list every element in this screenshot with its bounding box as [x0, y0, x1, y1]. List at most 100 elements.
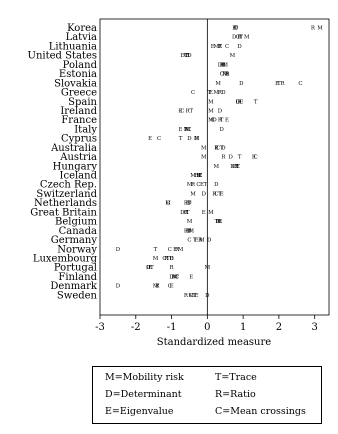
- data-point-m: M: [208, 118, 214, 124]
- data-point-d: D: [187, 136, 192, 142]
- data-point-e: E: [238, 35, 242, 41]
- x-tick-label: -1: [167, 322, 177, 333]
- data-point-c: C: [146, 265, 150, 271]
- data-point-r: R: [171, 274, 176, 280]
- data-point-d: D: [232, 35, 237, 41]
- data-point-r: R: [212, 191, 217, 197]
- data-point-m: M: [172, 274, 178, 280]
- country-label: Finland: [58, 272, 97, 283]
- country-label: Sweden: [57, 290, 98, 301]
- legend-item-trace: T=Trace: [215, 372, 257, 383]
- country-label: Belgium: [55, 217, 98, 228]
- data-point-r: R: [218, 44, 223, 50]
- data-point-r: R: [225, 72, 230, 78]
- data-point-t: T: [175, 274, 179, 280]
- data-point-c: C: [220, 72, 224, 78]
- data-point-r: R: [238, 99, 243, 105]
- data-point-c: C: [168, 247, 172, 253]
- data-point-e: E: [239, 99, 243, 105]
- x-tick-label: -3: [95, 322, 105, 333]
- data-point-c: C: [168, 284, 172, 290]
- data-point-r: R: [214, 145, 219, 151]
- data-point-e: E: [170, 284, 174, 290]
- data-point-t: T: [238, 155, 242, 161]
- data-point-e: E: [220, 191, 224, 197]
- data-point-t: T: [254, 99, 258, 105]
- data-point-d: D: [187, 201, 192, 207]
- country-label: Great Britain: [30, 207, 97, 218]
- data-point-r: R: [221, 155, 226, 161]
- data-point-t: T: [198, 173, 202, 179]
- data-point-e: E: [218, 219, 222, 225]
- plot-frame: [99, 18, 330, 316]
- data-point-c: C: [218, 219, 222, 225]
- data-point-e: E: [179, 108, 183, 114]
- data-point-c: C: [234, 26, 238, 32]
- data-point-m: M: [199, 238, 205, 244]
- data-point-d: D: [202, 191, 207, 197]
- data-point-c: C: [211, 118, 215, 124]
- data-point-r: R: [186, 108, 191, 114]
- data-point-m: M: [208, 210, 214, 216]
- data-point-c: C: [184, 53, 188, 59]
- data-point-m: M: [194, 136, 200, 142]
- data-point-d: D: [218, 62, 223, 68]
- data-point-m: M: [190, 191, 196, 197]
- country-label: Lithuania: [49, 41, 97, 52]
- country-label: Spain: [68, 97, 97, 108]
- country-label: Germany: [51, 235, 98, 246]
- country-label: Korea: [67, 23, 97, 34]
- legend-item-eigenvalue: E=Eigenvalue: [105, 406, 174, 417]
- data-point-d: D: [216, 219, 221, 225]
- data-point-c: C: [166, 201, 170, 207]
- data-point-r: R: [195, 136, 200, 142]
- country-label: Italy: [74, 124, 97, 135]
- data-point-c: C: [225, 44, 229, 50]
- data-point-t: T: [186, 210, 190, 216]
- data-point-m: M: [153, 256, 159, 262]
- data-point-d: D: [196, 173, 201, 179]
- data-point-t: T: [214, 219, 218, 225]
- data-point-e: E: [209, 90, 213, 96]
- data-point-c: C: [184, 210, 188, 216]
- data-point-e: E: [170, 256, 174, 262]
- data-point-d: D: [187, 53, 192, 59]
- data-point-e: E: [148, 136, 152, 142]
- x-tick-label: 2: [276, 322, 282, 333]
- data-point-t: T: [240, 35, 244, 41]
- x-tick-label: -2: [131, 322, 141, 333]
- data-point-r: R: [170, 265, 175, 271]
- data-point-m: M: [188, 228, 194, 234]
- country-label: Norway: [57, 244, 97, 255]
- country-label: Iceland: [60, 171, 98, 182]
- country-label: Canada: [59, 226, 97, 237]
- country-label: Estonia: [59, 69, 97, 80]
- data-point-d: D: [180, 210, 185, 216]
- data-point-r: R: [164, 256, 169, 262]
- data-point-e: E: [180, 53, 184, 59]
- data-point-d: D: [228, 155, 233, 161]
- data-point-m: M: [215, 81, 221, 87]
- data-point-t: T: [193, 293, 197, 299]
- data-point-e: E: [189, 274, 193, 280]
- x-axis-label: Standardized measure: [157, 337, 271, 348]
- data-point-t: T: [150, 265, 154, 271]
- data-point-r: R: [311, 26, 316, 32]
- data-point-m: M: [165, 201, 171, 207]
- data-point-e: E: [232, 26, 236, 32]
- data-point-t: T: [277, 81, 281, 87]
- data-point-r: R: [191, 182, 196, 188]
- data-point-d: D: [239, 81, 244, 87]
- country-label: Poland: [63, 60, 98, 71]
- data-point-t: T: [188, 201, 192, 207]
- data-point-c: C: [175, 274, 179, 280]
- data-point-d: D: [116, 284, 121, 290]
- data-point-t: T: [234, 26, 238, 32]
- data-point-m: M: [244, 35, 250, 41]
- country-label: Ireland: [60, 106, 97, 117]
- data-point-m: M: [222, 62, 228, 68]
- country-label: Australia: [50, 143, 97, 154]
- data-point-c: C: [254, 155, 258, 161]
- data-point-r: R: [175, 247, 180, 253]
- data-point-r: R: [155, 284, 160, 290]
